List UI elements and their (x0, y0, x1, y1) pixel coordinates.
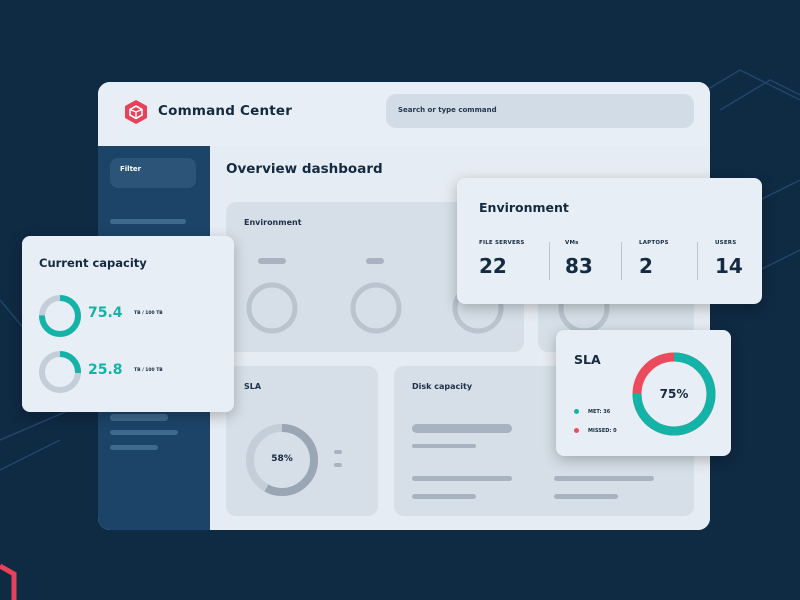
environment-stats-card: Environment FILE SERVERS 22 VMs 83 LAPTO… (457, 178, 762, 304)
legend-dot-missed (574, 428, 579, 433)
stat-divider (549, 242, 550, 280)
stat-value-file-servers: 22 (479, 254, 507, 278)
placeholder-bar (412, 494, 476, 499)
placeholder-bar (554, 476, 654, 481)
cube-logo-icon (125, 100, 147, 124)
stat-value-vms: 83 (565, 254, 593, 278)
legend-dot-met (574, 409, 579, 414)
current-capacity-card: Current capacity 75.4 TB / 100 TB 25.8 T… (22, 236, 234, 412)
capacity-donut-2 (39, 351, 81, 393)
sla-title: SLA (574, 352, 601, 367)
capacity-value-2: 25.8 (88, 362, 123, 378)
placeholder-bar (366, 258, 384, 264)
sla-card: SLA 58% (226, 366, 378, 516)
sla-card-label: SLA (244, 382, 262, 391)
placeholder-bar (258, 258, 286, 264)
sla-large-donut-chart (632, 352, 716, 436)
sla-donut-chart (246, 424, 318, 496)
environment-title: Environment (479, 200, 569, 215)
capacity-value-1: 75.4 (88, 305, 123, 321)
stat-label-file-servers: FILE SERVERS (479, 240, 525, 246)
stat-label-users: USERS (715, 240, 737, 246)
sidebar-item[interactable] (110, 219, 186, 224)
capacity-unit-2: TB / 100 TB (134, 368, 163, 373)
environment-card-label: Environment (244, 218, 302, 227)
capacity-unit-1: TB / 100 TB (134, 311, 163, 316)
search-input[interactable]: Search or type command (386, 94, 694, 128)
sla-large-percent: 75% (659, 387, 689, 401)
search-placeholder: Search or type command (398, 106, 497, 114)
page-title: Overview dashboard (226, 161, 383, 177)
filter-label: Filter (120, 165, 142, 173)
legend-placeholder (334, 463, 342, 467)
placeholder-ring (246, 282, 298, 334)
placeholder-bar (412, 476, 512, 481)
current-capacity-title: Current capacity (39, 256, 147, 270)
stat-value-laptops: 2 (639, 254, 653, 278)
sla-large-donut-arc (632, 352, 716, 436)
filter-button[interactable]: Filter (110, 158, 196, 188)
capacity-donut-1 (39, 295, 81, 337)
stat-divider (621, 242, 622, 280)
stat-label-laptops: LAPTOPS (639, 240, 669, 246)
sla-percent-label: 58% (271, 454, 293, 464)
stat-value-users: 14 (715, 254, 743, 278)
sla-stats-card: SLA 75% MET: 36 MISSED: 0 (556, 330, 731, 456)
capacity-donut-1-arc (39, 295, 81, 337)
sla-small-donut-arc (246, 424, 318, 496)
disk-capacity-label: Disk capacity (412, 382, 473, 391)
hexagon-corner-icon (0, 563, 17, 600)
top-bar: Command Center Search or type command (98, 82, 710, 146)
sidebar-item[interactable] (110, 430, 178, 435)
placeholder-bar (412, 444, 476, 448)
placeholder-bar (412, 424, 512, 433)
legend-placeholder (334, 450, 342, 454)
sidebar-item[interactable] (110, 414, 168, 421)
sidebar-item[interactable] (110, 445, 158, 450)
capacity-donut-2-arc (39, 351, 81, 393)
stat-divider (697, 242, 698, 280)
stat-label-vms: VMs (565, 240, 579, 246)
app-title: Command Center (158, 103, 293, 119)
legend-met-label: MET: 36 (588, 409, 611, 415)
placeholder-bar (554, 494, 618, 499)
legend-missed-label: MISSED: 0 (588, 428, 617, 434)
placeholder-ring (350, 282, 402, 334)
